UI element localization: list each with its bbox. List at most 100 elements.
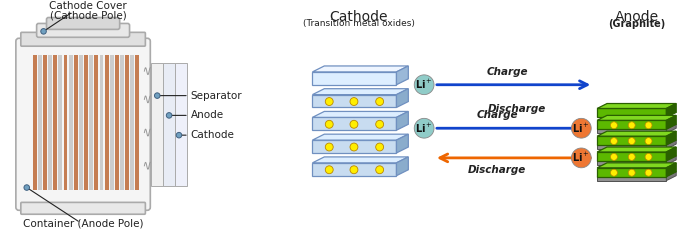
Polygon shape (130, 55, 134, 189)
Polygon shape (597, 163, 676, 168)
Text: Anode: Anode (615, 10, 659, 24)
Polygon shape (120, 55, 124, 189)
Polygon shape (597, 129, 666, 133)
Polygon shape (597, 131, 676, 136)
Polygon shape (151, 63, 163, 186)
Polygon shape (597, 152, 666, 161)
Polygon shape (312, 72, 396, 85)
Polygon shape (597, 177, 666, 181)
Polygon shape (312, 117, 396, 130)
Polygon shape (597, 161, 666, 165)
FancyBboxPatch shape (46, 18, 120, 29)
Text: Discharge: Discharge (468, 165, 526, 175)
Polygon shape (58, 55, 62, 189)
FancyBboxPatch shape (21, 202, 146, 214)
Circle shape (326, 166, 333, 174)
Circle shape (350, 166, 358, 174)
Polygon shape (136, 55, 139, 189)
Circle shape (629, 153, 635, 160)
FancyBboxPatch shape (16, 38, 150, 210)
Polygon shape (94, 55, 98, 189)
Polygon shape (89, 55, 93, 189)
Circle shape (326, 120, 333, 128)
Polygon shape (597, 145, 666, 149)
Circle shape (645, 169, 652, 176)
Circle shape (645, 153, 652, 160)
Circle shape (326, 98, 333, 106)
Polygon shape (110, 55, 113, 189)
Polygon shape (312, 66, 408, 72)
Text: (Transition metal oxides): (Transition metal oxides) (303, 19, 415, 27)
Text: Li$^+$: Li$^+$ (415, 122, 433, 135)
Circle shape (645, 122, 652, 129)
Circle shape (176, 132, 182, 138)
Polygon shape (597, 115, 676, 120)
Polygon shape (312, 140, 396, 153)
Polygon shape (99, 55, 104, 189)
Polygon shape (666, 115, 676, 129)
Polygon shape (33, 55, 36, 189)
Polygon shape (597, 124, 676, 129)
Polygon shape (312, 163, 396, 176)
Polygon shape (666, 124, 676, 133)
Polygon shape (64, 55, 67, 189)
Polygon shape (175, 63, 187, 186)
Polygon shape (597, 156, 676, 161)
Text: Li$^+$: Li$^+$ (415, 78, 433, 91)
Polygon shape (396, 89, 408, 107)
Polygon shape (396, 134, 408, 153)
Polygon shape (597, 147, 676, 152)
Polygon shape (79, 55, 83, 189)
Circle shape (610, 153, 617, 160)
Text: Li$^+$: Li$^+$ (573, 151, 590, 164)
Circle shape (41, 29, 46, 34)
Polygon shape (43, 55, 47, 189)
Polygon shape (48, 55, 52, 189)
Circle shape (629, 169, 635, 176)
Polygon shape (666, 104, 676, 117)
Polygon shape (666, 140, 676, 149)
Polygon shape (666, 156, 676, 165)
Circle shape (629, 122, 635, 129)
Polygon shape (53, 55, 57, 189)
Polygon shape (666, 131, 676, 145)
Polygon shape (396, 157, 408, 176)
Text: Cathode Cover: Cathode Cover (49, 1, 127, 11)
Polygon shape (115, 55, 119, 189)
Circle shape (350, 120, 358, 128)
Polygon shape (125, 55, 130, 189)
Circle shape (24, 185, 29, 190)
Text: Cathode: Cathode (330, 10, 388, 24)
Circle shape (376, 98, 384, 106)
Polygon shape (597, 140, 676, 145)
Polygon shape (597, 109, 666, 117)
Polygon shape (84, 55, 88, 189)
Polygon shape (312, 89, 408, 95)
Circle shape (167, 113, 172, 118)
Polygon shape (666, 172, 676, 181)
Circle shape (645, 138, 652, 145)
Text: (Cathode Pole): (Cathode Pole) (50, 11, 127, 20)
Circle shape (350, 143, 358, 151)
Circle shape (155, 93, 160, 98)
Circle shape (629, 138, 635, 145)
Polygon shape (163, 63, 175, 186)
Polygon shape (69, 55, 73, 189)
Text: Separator: Separator (191, 91, 242, 101)
FancyBboxPatch shape (21, 32, 146, 46)
Text: Cathode: Cathode (191, 130, 235, 140)
Circle shape (610, 169, 617, 176)
Polygon shape (312, 95, 396, 107)
Circle shape (350, 98, 358, 106)
Polygon shape (597, 136, 666, 145)
Polygon shape (312, 157, 408, 163)
Circle shape (376, 143, 384, 151)
Polygon shape (312, 134, 408, 140)
Polygon shape (74, 55, 78, 189)
Circle shape (414, 118, 434, 138)
Text: Anode: Anode (191, 110, 224, 120)
Text: Charge: Charge (486, 67, 528, 77)
Polygon shape (38, 55, 42, 189)
Text: Container (Anode Pole): Container (Anode Pole) (23, 218, 144, 228)
Text: Charge: Charge (477, 110, 518, 120)
